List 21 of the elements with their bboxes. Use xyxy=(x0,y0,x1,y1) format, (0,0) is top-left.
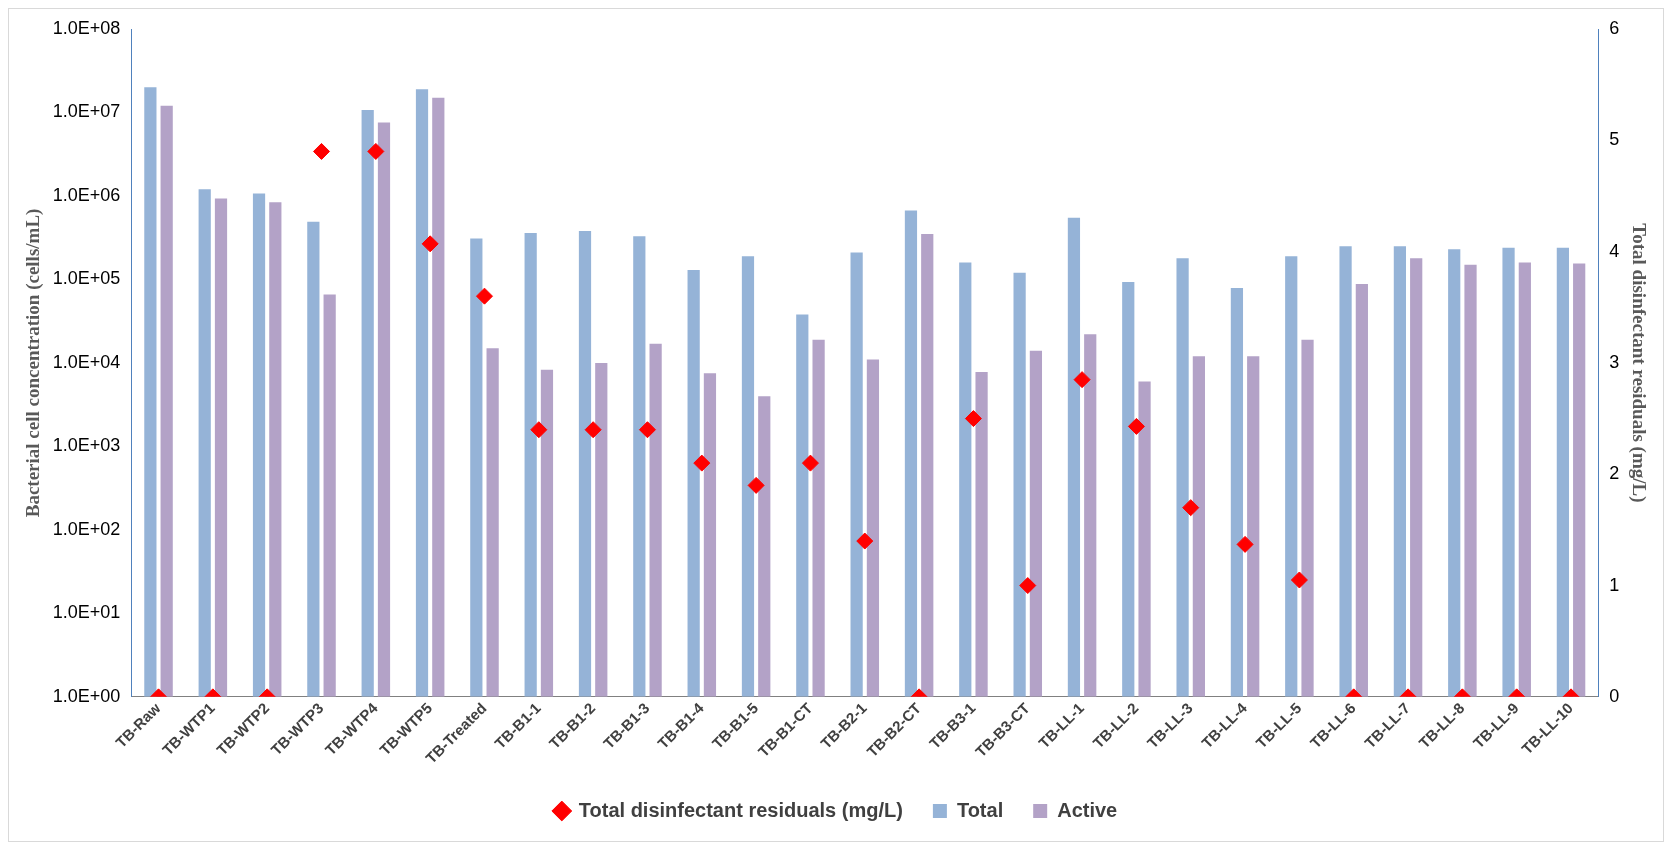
y2-tick-label: 5 xyxy=(1609,129,1620,150)
y2-tick-label: 2 xyxy=(1609,463,1620,484)
y-tick-label: 1.0E+04 xyxy=(52,351,121,372)
y-tick-label: 1.0E+08 xyxy=(52,17,121,38)
y-tick-label: 1.0E+00 xyxy=(52,685,121,706)
y-tick-label: 1.0E+07 xyxy=(52,101,121,122)
y-tick-label: 1.0E+05 xyxy=(52,268,121,289)
y2-tick-label: 1 xyxy=(1609,574,1620,595)
y2-tick-label: 4 xyxy=(1609,240,1620,261)
legend-label: Total xyxy=(956,798,1004,821)
y2-axis-title: Total disinfectant residuals (mg/L) xyxy=(1627,223,1650,503)
y2-tick-label: 6 xyxy=(1609,17,1620,38)
y2-tick-label: 0 xyxy=(1609,685,1620,706)
legend-label: Active xyxy=(1057,798,1118,821)
y-tick-label: 1.0E+01 xyxy=(52,602,121,623)
y2-tick-label: 3 xyxy=(1609,351,1620,372)
y-axis-title: Bacterial cell concentration (cells/mL) xyxy=(22,208,45,518)
y-tick-label: 1.0E+06 xyxy=(52,184,121,205)
y-tick-label: 1.0E+03 xyxy=(52,435,121,456)
y-tick-label: 1.0E+02 xyxy=(52,518,121,539)
legend-label: Total disinfectant residuals (mg/L) xyxy=(578,798,903,821)
